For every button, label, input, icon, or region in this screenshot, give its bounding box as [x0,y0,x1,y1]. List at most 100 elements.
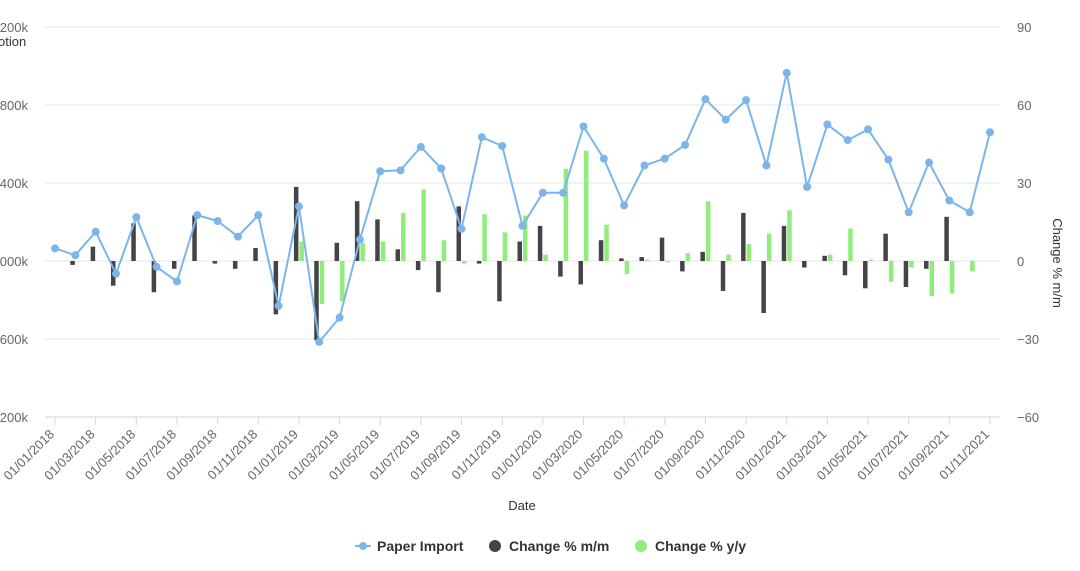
paper-import-point [559,188,568,197]
left-tick-label: 600k [0,332,28,347]
bar-yy [787,210,792,261]
bar-mm [598,240,604,261]
right-tick-label: 30 [1017,176,1031,191]
paper-import-point [274,301,283,310]
bar-mm [273,261,279,315]
paper-import-point [925,158,934,167]
bar-mm [476,261,482,264]
bar-mm [578,261,583,285]
paper-import-point [762,161,771,170]
paper-import-point [294,202,303,211]
paper-import-point [640,161,649,170]
bar-yy [319,261,325,304]
bar-mm [619,258,624,261]
right-tick-label: −30 [1017,332,1039,347]
bar-mm [802,261,807,268]
bar-mm [395,249,401,261]
bar-yy [462,261,467,264]
paper-import-point [986,128,994,137]
bar-mm [151,261,157,293]
bar-mm [456,206,462,261]
legend-symbol [635,540,647,552]
right-tick-label: −60 [1017,410,1039,425]
bar-yy [827,254,833,261]
right-axis-ticks: 90 60 30 0 −30 −60 [1017,20,1039,425]
right-tick-label: 60 [1017,98,1031,113]
paper-import-point [579,122,588,131]
paper-import-point [254,211,263,220]
bar-mm [781,225,787,261]
paper-import-point [233,232,242,241]
bar-yy [949,261,955,294]
bar-mm [192,215,197,261]
bar-mm [558,261,563,277]
bar-yy [401,212,406,261]
paper-import-point [132,213,141,222]
paper-import-point [416,142,425,151]
bar-yy [441,240,447,261]
bar-mm [863,261,868,289]
legend-symbol-marker [359,542,367,550]
paper-import-point [457,224,466,233]
paper-import-point [396,166,405,175]
bar-yy [868,259,874,261]
bar-yy [685,253,691,261]
bar-yy [421,189,426,261]
bar-mm [232,261,238,269]
right-axis-title: Change % m/m [1050,218,1065,308]
bar-yy [340,261,345,302]
bar-yy [563,168,569,261]
left-tick-label: 800k [0,98,28,113]
bar-mm [761,261,766,313]
paper-import-point [599,154,608,163]
left-tick-label: 000k [0,254,28,269]
right-tick-label: 0 [1017,254,1024,269]
bar-series [70,150,975,341]
paper-import-point [213,217,222,226]
bar-yy [360,242,365,261]
paper-import-line [54,71,991,343]
bar-mm [171,261,177,269]
paper-import-point [71,251,80,260]
bar-mm [253,248,258,261]
paper-import-point [742,96,751,105]
paper-import-point [477,133,486,142]
paper-import-point [335,313,344,322]
paper-import-point [721,115,730,124]
paper-import-point [315,337,324,346]
left-tick-label: 400k [0,176,28,191]
bar-mm [212,261,218,264]
paper-import-point [803,182,812,191]
x-axis-ticks: 01/01/201801/03/201801/05/201801/07/2018… [0,417,992,483]
paper-import-point [152,262,161,271]
bar-mm [903,261,909,287]
bar-mm [700,251,705,261]
bar-mm [314,261,319,341]
bar-mm [741,212,746,261]
bar-mm [436,261,441,293]
paper-import-point [965,208,974,217]
left-tick-label: 200k [0,410,28,425]
legend-label: Change % m/m [509,538,609,554]
bar-yy [746,244,752,261]
bar-mm [883,233,888,261]
bar-yy [766,233,772,261]
paper-import-point [884,155,893,164]
bar-yy [909,261,914,268]
paper-import-point [355,235,364,244]
paper-import-point [701,95,710,104]
bar-yy [665,261,670,263]
x-axis-title: Date [508,498,535,513]
paper-import-point [681,140,690,149]
bar-yy [543,254,548,261]
bar-mm [354,201,360,261]
bar-mm [70,261,75,265]
bar-yy [583,150,589,261]
paper-import-point [823,120,832,129]
bar-mm [90,246,96,261]
left-axis-ticks: 200k 800k 400k 000k 600k 200k [0,20,28,425]
bar-mm [944,216,949,261]
bar-mm [131,223,136,261]
bar-yy [970,261,975,272]
